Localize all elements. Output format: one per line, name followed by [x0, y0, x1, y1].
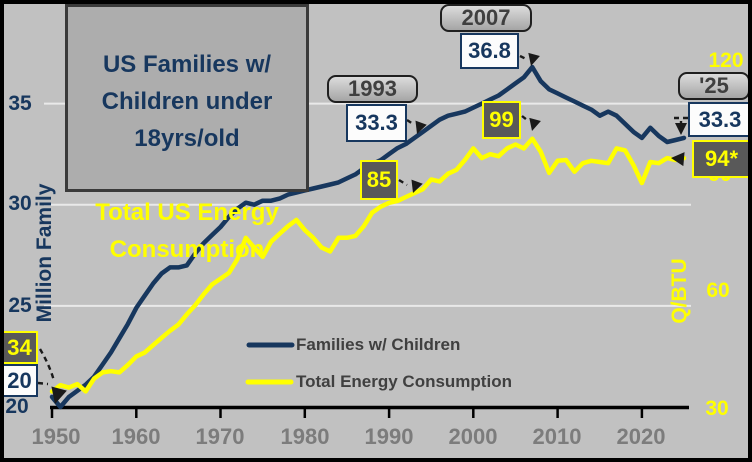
title-energy: Total US Energy Consumption: [95, 199, 279, 263]
x-tick-1960: 1960: [111, 424, 161, 449]
arrow-2007-head-icon: [528, 52, 540, 66]
legend-families-label: Families w/ Children: [296, 335, 461, 354]
callout-2025-year: '25: [678, 72, 750, 100]
right-tick-30: 30: [705, 397, 729, 420]
arrow-1993-dash: [406, 119, 414, 125]
left-tick-30: 30: [8, 192, 32, 215]
callout-2007-energy-value: 99: [482, 101, 521, 139]
left-tick-20: 20: [5, 395, 29, 418]
callout-2025-energy-value: 94*: [692, 140, 751, 178]
arrow-99-dash: [521, 115, 528, 121]
x-tick-1990: 1990: [364, 424, 414, 449]
callout-1993-energy-value: 85: [360, 160, 398, 200]
title-box: US Families w/ Children under 18yrs/old …: [65, 4, 309, 263]
energy-line: [49, 136, 687, 394]
legend-energy-label: Total Energy Consumption: [296, 372, 512, 391]
arrow-1950-dash: [37, 348, 56, 386]
right-axis-title: Q/BTU: [668, 258, 691, 324]
callout-1993-families-value: 33.3: [346, 104, 407, 142]
arrow-85-dash: [398, 178, 408, 187]
x-tick-2010: 2010: [532, 424, 582, 449]
arrow-2007-dash: [519, 54, 527, 61]
legend-swatches: [245, 342, 295, 385]
callout-arrows: [37, 52, 688, 404]
right-tick-60: 60: [706, 279, 730, 302]
arrow-94-head-icon: [671, 152, 685, 167]
callout-1993-year: 1993: [327, 75, 418, 103]
x-tick-1980: 1980: [280, 424, 330, 449]
arrow-2025-head-icon: [675, 123, 687, 135]
x-tick-1950: 1950: [31, 424, 81, 449]
x-tick-2000: 2000: [448, 424, 498, 449]
right-tick-120: 120: [708, 49, 744, 72]
x-tick-2020: 2020: [616, 424, 666, 449]
left-tick-35: 35: [8, 92, 32, 115]
left-axis-title: Million Family: [33, 183, 56, 323]
x-tick-1970: 1970: [195, 424, 245, 449]
callout-2007-families-value: 36.8: [460, 33, 519, 69]
arrow-85-head-icon: [411, 179, 423, 193]
left-tick-25: 25: [8, 294, 32, 317]
callout-1950-families-value: 20: [1, 364, 38, 397]
arrow-1950-head-icon: [51, 386, 67, 404]
arrow-99-head-icon: [529, 117, 541, 131]
x-axis-ticks: [50, 409, 644, 418]
title-families: US Families w/ Children under 18yrs/old: [101, 51, 273, 152]
callout-1950-energy-value: 34: [1, 331, 38, 364]
arrow-1993-head-icon: [415, 120, 427, 134]
callout-2007-year: 2007: [440, 4, 532, 32]
callout-2025-families-value: 33.3: [688, 102, 752, 137]
